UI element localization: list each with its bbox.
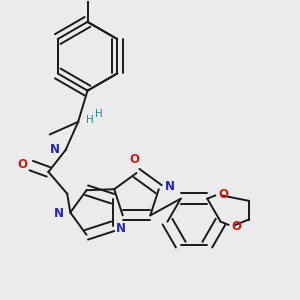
- Text: H: H: [86, 115, 94, 125]
- Text: O: O: [232, 220, 242, 232]
- Text: O: O: [129, 153, 139, 166]
- Text: O: O: [17, 158, 28, 171]
- Text: N: N: [164, 180, 174, 193]
- Text: O: O: [218, 188, 228, 201]
- Text: N: N: [54, 207, 64, 220]
- Text: N: N: [50, 143, 60, 156]
- Text: H: H: [95, 109, 103, 119]
- Text: N: N: [116, 222, 126, 235]
